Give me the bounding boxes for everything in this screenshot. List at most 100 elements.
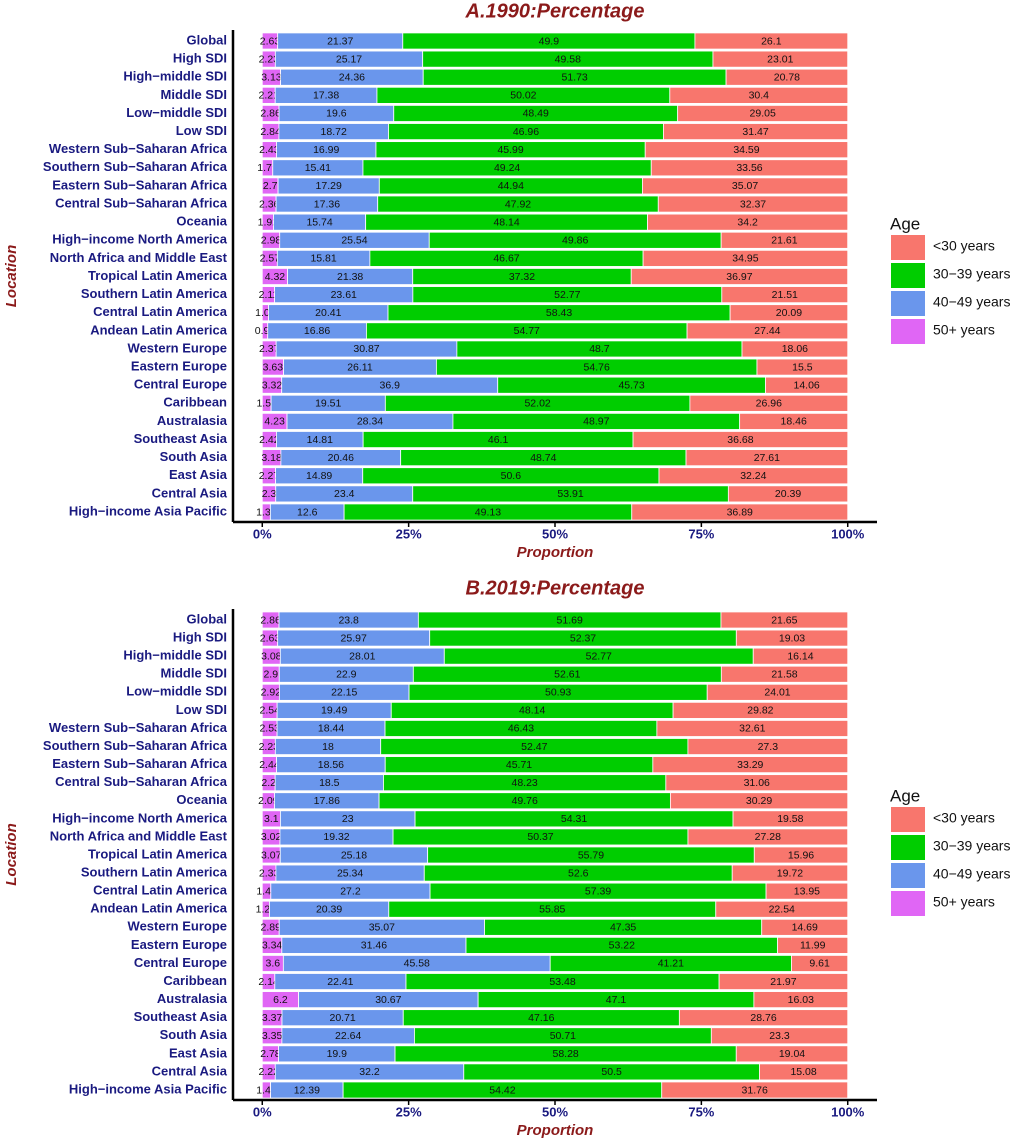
- value-label: 41.21: [658, 958, 684, 970]
- bar-segment: [729, 304, 849, 322]
- category-label: Low−middle SDI: [126, 105, 227, 120]
- legend-title: Age: [890, 214, 920, 233]
- value-label: 2.92: [261, 687, 282, 699]
- value-label: 47.1: [606, 994, 627, 1006]
- value-label: 46.67: [493, 253, 519, 265]
- value-label: 53.22: [609, 940, 635, 952]
- value-label: 22.9: [336, 669, 357, 681]
- category-label: Central Asia: [152, 1063, 228, 1078]
- value-label: 47.35: [610, 922, 636, 934]
- value-label: 17.36: [314, 198, 340, 210]
- value-label: 24.01: [764, 687, 790, 699]
- category-label: Central Sub−Saharan Africa: [55, 774, 228, 789]
- value-label: 55.85: [539, 904, 565, 916]
- value-label: 46.96: [513, 126, 539, 138]
- value-label: 2.44: [259, 759, 280, 771]
- value-label: 3.35: [262, 1030, 283, 1042]
- value-label: 45.71: [506, 759, 532, 771]
- value-label: 20.41: [315, 307, 341, 319]
- bar-segment: [759, 1063, 849, 1081]
- value-label: 2.09: [258, 795, 279, 807]
- value-label: 6.2: [273, 994, 288, 1006]
- value-label: 2.86: [260, 108, 281, 120]
- category-label: Middle SDI: [161, 87, 227, 102]
- legend-title: Age: [890, 786, 920, 805]
- value-label: 27.3: [758, 741, 779, 753]
- bar-segment: [687, 738, 849, 755]
- value-label: 18: [322, 741, 334, 753]
- value-label: 22.15: [331, 687, 357, 699]
- legend-swatch: [891, 863, 925, 888]
- value-label: 35.07: [369, 922, 395, 934]
- value-label: 36.9: [380, 379, 401, 391]
- value-label: 30.29: [746, 795, 772, 807]
- value-label: 35.07: [732, 180, 758, 192]
- value-label: 37.32: [509, 271, 535, 283]
- bar-segment: [644, 141, 849, 159]
- value-label: 2.23: [259, 53, 280, 65]
- value-label: 20.46: [328, 452, 354, 464]
- value-label: 3.63: [263, 361, 284, 373]
- value-label: 31.46: [361, 940, 387, 952]
- value-label: 30.4: [749, 90, 770, 102]
- category-label: Australasia: [157, 413, 228, 428]
- value-label: 20.78: [774, 72, 800, 84]
- value-label: 3.37: [262, 1012, 283, 1024]
- value-label: 29.82: [747, 705, 773, 717]
- bar-segment: [718, 973, 849, 990]
- value-label: 2.57: [260, 253, 281, 265]
- x-axis-title: Proportion: [517, 544, 594, 561]
- bar-segment: [727, 485, 849, 503]
- value-label: 52.77: [586, 650, 612, 662]
- category-label: High−income North America: [52, 810, 227, 825]
- value-label: 48.49: [523, 108, 549, 120]
- bar-segment: [686, 322, 849, 340]
- value-label: 2.54: [259, 705, 280, 717]
- value-label: 23.61: [331, 289, 357, 301]
- value-label: 19.6: [326, 108, 347, 120]
- value-label: 23.01: [767, 53, 793, 65]
- value-label: 16.86: [304, 325, 330, 337]
- bar-segment: [669, 86, 849, 104]
- value-label: 16.14: [787, 650, 813, 662]
- value-label: 3.13: [261, 72, 282, 84]
- value-label: 11.99: [800, 940, 826, 952]
- bar-segment: [720, 665, 849, 683]
- value-label: 2.36: [259, 198, 280, 210]
- value-label: 12.6: [297, 506, 318, 518]
- bar-segment: [661, 1081, 849, 1099]
- value-label: 23.3: [769, 1030, 790, 1042]
- category-label: Central Europe: [134, 377, 227, 392]
- category-label: Western Sub−Saharan Africa: [49, 720, 228, 735]
- value-label: 19.51: [315, 398, 341, 410]
- value-label: 14.81: [307, 434, 333, 446]
- legend-label: <30 years: [933, 810, 995, 826]
- value-label: 58.28: [553, 1048, 579, 1060]
- x-tick-label: 25%: [396, 1104, 422, 1119]
- category-label: High−middle SDI: [123, 69, 227, 84]
- value-label: 31.76: [742, 1084, 768, 1096]
- x-tick-label: 0%: [253, 526, 272, 541]
- x-tick-label: 100%: [831, 1104, 865, 1119]
- value-label: 2.11: [259, 289, 279, 301]
- category-label: East Asia: [169, 1045, 228, 1060]
- category-label: Low−middle SDI: [126, 684, 227, 699]
- category-label: North Africa and Middle East: [50, 250, 228, 265]
- value-label: 22.54: [769, 904, 795, 916]
- value-label: 45.58: [404, 958, 430, 970]
- bar-segment: [753, 991, 849, 1009]
- bar-segment: [715, 900, 849, 918]
- bar-segment: [630, 268, 849, 285]
- legend-label: <30 years: [933, 238, 995, 254]
- value-label: 54.42: [489, 1084, 515, 1096]
- value-label: 28.76: [750, 1012, 776, 1024]
- value-label: 34.59: [733, 144, 759, 156]
- value-label: 45.73: [618, 379, 644, 391]
- value-label: 28.34: [357, 416, 383, 428]
- bar-segment: [752, 647, 849, 665]
- value-label: 28.01: [349, 650, 375, 662]
- x-tick-label: 50%: [542, 526, 568, 541]
- category-label: High SDI: [173, 51, 227, 66]
- y-axis-title: Location: [3, 245, 20, 308]
- legend-label: 40−49 years: [933, 294, 1010, 310]
